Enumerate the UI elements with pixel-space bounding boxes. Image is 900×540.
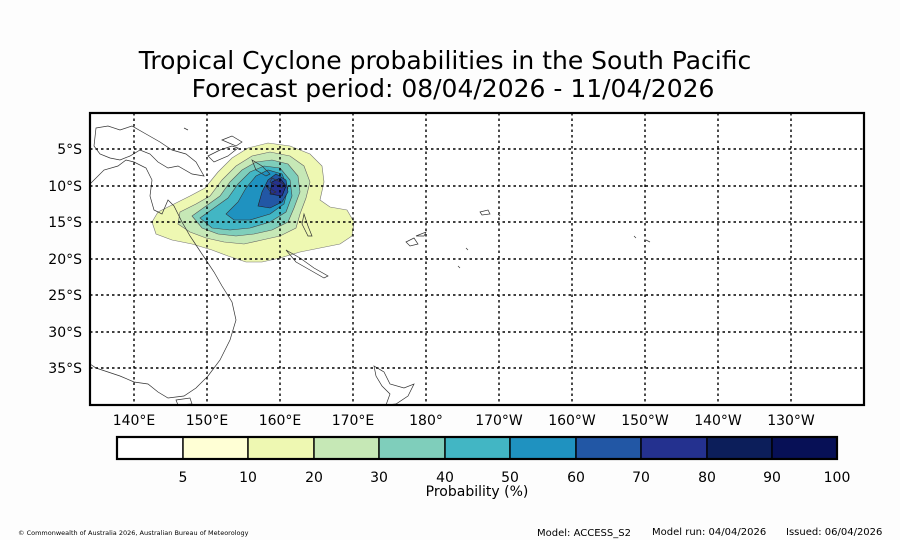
- colorbar-segment: [771, 436, 838, 460]
- lon-label: 180°: [409, 413, 443, 429]
- solomon-islands-coast: [251, 159, 285, 195]
- lat-label: 30°S: [48, 325, 82, 341]
- colorbar-tick: 5: [179, 470, 188, 486]
- new-britain-coast: [207, 145, 239, 163]
- lat-label: 25°S: [48, 288, 82, 304]
- colorbar-tick: 30: [370, 470, 388, 486]
- lon-label: 130°W: [767, 413, 815, 429]
- copyright-text: © Commonwealth of Australia 2026, Austra…: [18, 529, 249, 537]
- colorbar-segment: [706, 436, 773, 460]
- lon-label: 160°E: [259, 413, 302, 429]
- colorbar-segment: [313, 436, 380, 460]
- colorbar-tick: 70: [632, 470, 650, 486]
- colorbar-segment: [509, 436, 577, 460]
- samoa-coast: [479, 209, 491, 216]
- colorbar: 5 10 20 30 40 50 60 70 80 90 100 Probabi…: [115, 435, 851, 500]
- colorbar-tick: 80: [698, 470, 716, 486]
- lat-label: 15°S: [48, 215, 82, 231]
- fiji-coast: [405, 231, 427, 247]
- colorbar-tick: 90: [763, 470, 781, 486]
- cook-islands-coast: [633, 235, 651, 243]
- new-zealand-coast: [373, 365, 415, 406]
- lon-label: 170°E: [332, 413, 375, 429]
- colorbar-segment: [444, 436, 511, 460]
- latitude-labels: 5°S 10°S 15°S 20°S 25°S 30°S 35°S: [48, 142, 82, 377]
- australia-coast: [89, 159, 237, 399]
- colorbar-segment: [247, 436, 315, 460]
- title-line-1: Tropical Cyclone probabilities in the So…: [138, 46, 751, 75]
- colorbar-tick: 40: [436, 470, 454, 486]
- colorbar-tick: 100: [824, 470, 851, 486]
- lon-label: 150°W: [621, 413, 669, 429]
- colorbar-frame: [115, 435, 839, 461]
- colorbar-tick: 10: [239, 470, 257, 486]
- longitude-labels: 140°E 150°E 160°E 170°E 180° 170°W 160°W…: [113, 413, 815, 429]
- map-panel: 5°S 10°S 15°S 20°S 25°S 30°S 35°S 140°E …: [48, 111, 866, 429]
- colorbar-segment: [575, 436, 642, 460]
- lon-label: 160°W: [548, 413, 596, 429]
- new-ireland-coast: [221, 135, 243, 147]
- new-guinea-coast: [93, 125, 205, 177]
- graticule: [90, 113, 864, 405]
- lon-label: 140°W: [694, 413, 742, 429]
- lon-label: 170°W: [475, 413, 523, 429]
- lat-label: 20°S: [48, 252, 82, 268]
- lon-label: 150°E: [186, 413, 229, 429]
- colorbar-tick: 60: [567, 470, 585, 486]
- map-frame: [88, 111, 866, 407]
- lat-label: 35°S: [48, 361, 82, 377]
- footer: © Commonwealth of Australia 2026, Austra…: [18, 527, 882, 539]
- colorbar-tick: 50: [501, 470, 519, 486]
- vanuatu-coast: [301, 212, 313, 237]
- colorbar-tick: 20: [305, 470, 323, 486]
- model-text: Model: ACCESS_S2: [537, 528, 631, 539]
- issued-text: Issued: 06/04/2026: [786, 527, 882, 538]
- title-line-2: Forecast period: 08/04/2026 - 11/04/2026: [192, 74, 715, 103]
- tonga-coast: [457, 247, 469, 269]
- new-caledonia-coast: [285, 249, 329, 279]
- colorbar-segment: [116, 436, 184, 460]
- model-run-text: Model run: 04/04/2026: [652, 527, 766, 538]
- colorbar-segment: [182, 436, 249, 460]
- colorbar-segment: [378, 436, 446, 460]
- lon-label: 140°E: [113, 413, 156, 429]
- lat-label: 10°S: [48, 179, 82, 195]
- colorbar-segment: [640, 436, 708, 460]
- colorbar-label: Probability (%): [426, 484, 529, 500]
- lat-label: 5°S: [57, 142, 82, 158]
- probability-contours: [151, 142, 355, 263]
